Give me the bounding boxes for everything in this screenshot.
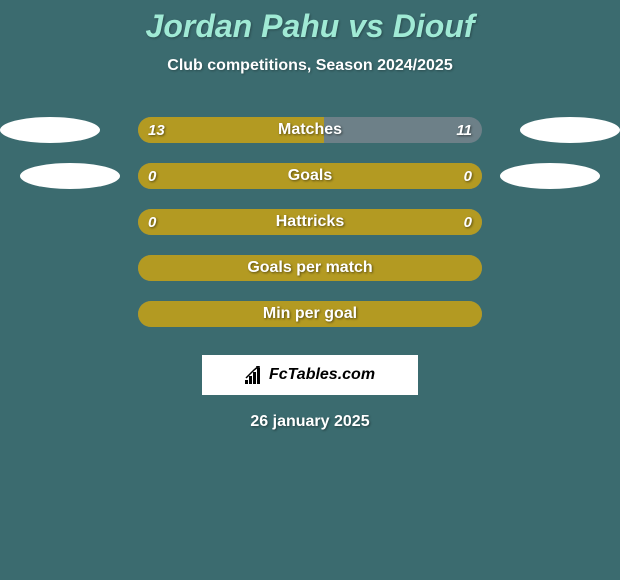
stat-value-left: 0 xyxy=(148,214,156,231)
content-container: Jordan Pahu vs Diouf Club competitions, … xyxy=(0,0,620,431)
stat-bar: 0 Hattricks 0 xyxy=(138,209,482,235)
stat-value-left: 13 xyxy=(148,122,165,139)
chart-icon xyxy=(245,366,265,384)
comparison-title: Jordan Pahu vs Diouf xyxy=(0,8,620,45)
stat-label: Goals xyxy=(288,167,332,185)
brand-text: FcTables.com xyxy=(269,366,375,384)
stat-bar: 13 Matches 11 xyxy=(138,117,482,143)
stat-bar: 0 Goals 0 xyxy=(138,163,482,189)
stat-value-right: 11 xyxy=(456,122,472,139)
stat-row: 0 Goals 0 xyxy=(0,153,620,199)
stat-bar: Goals per match xyxy=(138,255,482,281)
stat-row: Min per goal xyxy=(0,291,620,337)
stat-label: Min per goal xyxy=(263,305,357,323)
stat-row: 0 Hattricks 0 xyxy=(0,199,620,245)
stat-value-left: 0 xyxy=(148,168,156,185)
stat-row: 13 Matches 11 xyxy=(0,107,620,153)
player-right-indicator xyxy=(500,163,600,189)
player-right-indicator xyxy=(520,117,620,143)
stat-value-right: 0 xyxy=(464,214,472,231)
stat-label: Matches xyxy=(278,121,342,139)
player-left-indicator xyxy=(20,163,120,189)
date-text: 26 january 2025 xyxy=(0,413,620,431)
stat-row: Goals per match xyxy=(0,245,620,291)
stat-bar: Min per goal xyxy=(138,301,482,327)
comparison-subtitle: Club competitions, Season 2024/2025 xyxy=(0,57,620,75)
stat-label: Goals per match xyxy=(247,259,372,277)
page-background: Jordan Pahu vs Diouf Club competitions, … xyxy=(0,0,620,580)
brand-link[interactable]: FcTables.com xyxy=(202,355,418,395)
player-left-indicator xyxy=(0,117,100,143)
stat-label: Hattricks xyxy=(276,213,344,231)
stat-value-right: 0 xyxy=(464,168,472,185)
stats-container: 13 Matches 11 0 Goals 0 0 Hattricks 0 Goals per m… xyxy=(0,107,620,337)
